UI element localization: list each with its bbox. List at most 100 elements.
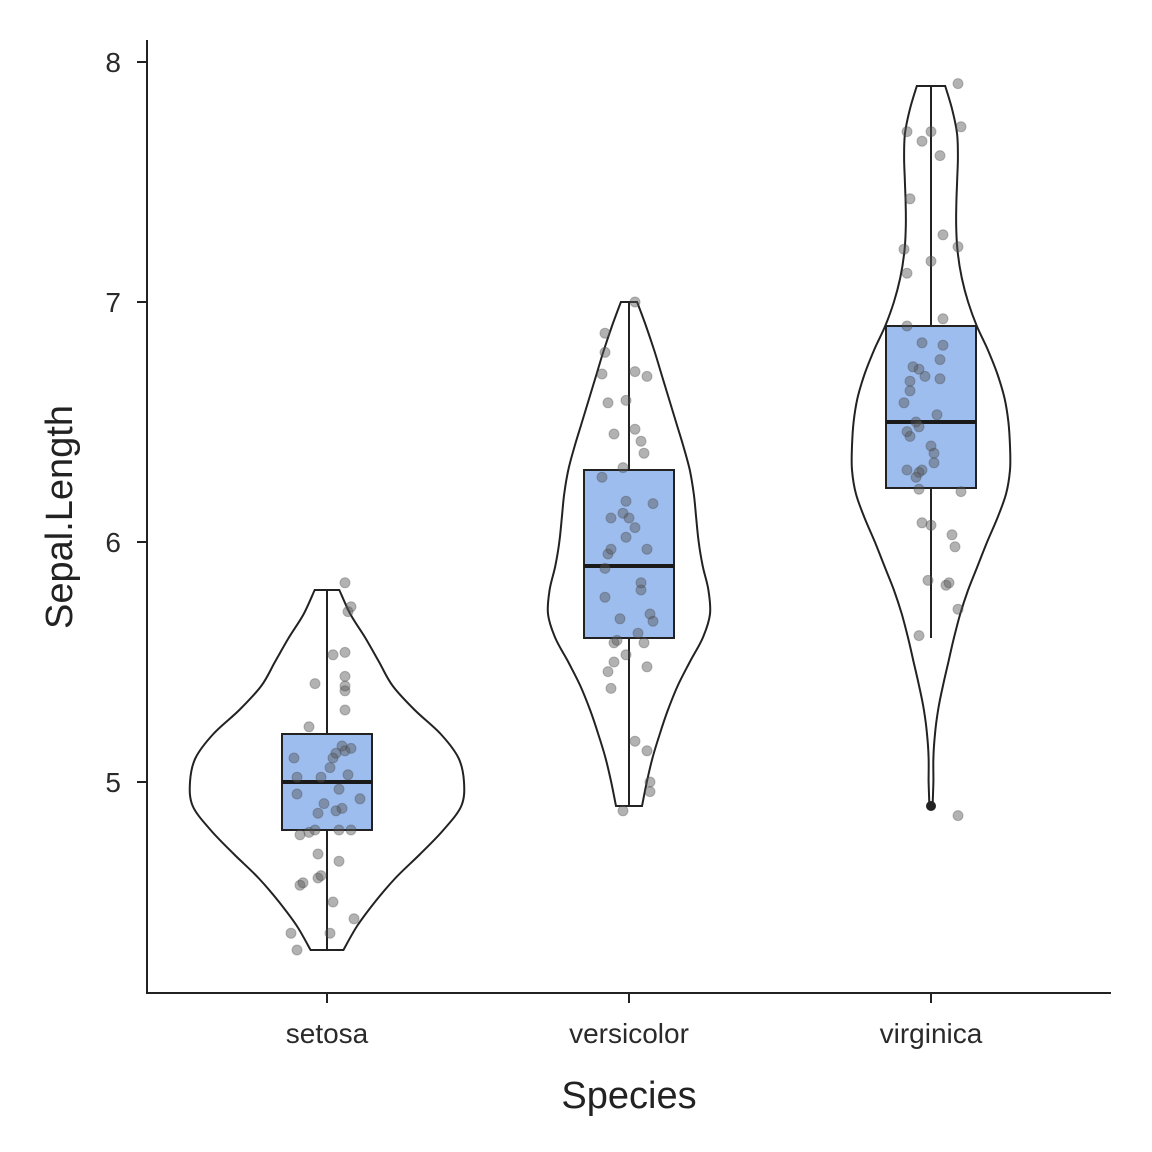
jitter-point xyxy=(638,637,650,649)
jitter-point xyxy=(291,788,303,800)
jitter-point xyxy=(904,385,916,397)
jitter-point xyxy=(946,529,958,541)
x-tick-label-virginica: virginica xyxy=(880,1018,983,1049)
jitter-point xyxy=(608,656,620,668)
y-tick-label: 8 xyxy=(105,47,121,78)
jitter-point xyxy=(324,927,336,939)
jitter-point xyxy=(333,824,345,836)
jitter-point xyxy=(955,486,967,498)
y-axis-title: Sepal.Length xyxy=(39,405,81,629)
jitter-point xyxy=(913,483,925,495)
jitter-point xyxy=(898,397,910,409)
jitter-point xyxy=(629,735,641,747)
jitter-point xyxy=(937,313,949,325)
jitter-point xyxy=(312,807,324,819)
jitter-point xyxy=(943,577,955,589)
jitter-point xyxy=(641,745,653,757)
jitter-point xyxy=(339,704,351,716)
jitter-point xyxy=(297,877,309,889)
jitter-point xyxy=(928,457,940,469)
jitter-point xyxy=(605,543,617,555)
jitter-point xyxy=(949,541,961,553)
jitter-point xyxy=(919,370,931,382)
jitter-point xyxy=(901,320,913,332)
jitter-point xyxy=(913,630,925,642)
jitter-point xyxy=(285,927,297,939)
box-versicolor xyxy=(583,469,675,639)
jitter-point xyxy=(614,613,626,625)
jitter-point xyxy=(916,337,928,349)
jitter-point xyxy=(925,255,937,267)
jitter-point xyxy=(955,121,967,133)
jitter-point xyxy=(602,666,614,678)
jitter-point xyxy=(345,742,357,754)
x-tick-label-versicolor: versicolor xyxy=(569,1018,689,1049)
jitter-point xyxy=(644,608,656,620)
jitter-point xyxy=(309,678,321,690)
jitter-point xyxy=(617,507,629,519)
jitter-point xyxy=(303,721,315,733)
jitter-point xyxy=(327,896,339,908)
jitter-point xyxy=(596,471,608,483)
jitter-point xyxy=(602,397,614,409)
jitter-point xyxy=(599,346,611,358)
y-tick-label: 7 xyxy=(105,287,121,318)
jitter-point xyxy=(925,519,937,531)
jitter-point xyxy=(312,848,324,860)
jitter-point xyxy=(336,740,348,752)
violin-versicolor xyxy=(546,301,712,807)
jitter-point xyxy=(333,783,345,795)
x-axis-title: Species xyxy=(561,1075,696,1117)
jitter-point xyxy=(632,627,644,639)
jitter-point xyxy=(916,135,928,147)
jitter-point xyxy=(342,606,354,618)
jitter-point xyxy=(647,498,659,510)
jitter-point xyxy=(647,615,659,627)
jitter-point xyxy=(913,466,925,478)
jitter-point xyxy=(934,354,946,366)
jitter-point xyxy=(327,752,339,764)
jitter-point xyxy=(294,829,306,841)
jitter-point xyxy=(937,229,949,241)
jitter-point xyxy=(913,421,925,433)
jitter-point xyxy=(910,471,922,483)
jitter-point xyxy=(937,339,949,351)
jitter-point xyxy=(330,747,342,759)
group-virginica xyxy=(850,78,1012,822)
jitter-point xyxy=(901,126,913,138)
jitter-point xyxy=(629,366,641,378)
jitter-point xyxy=(901,267,913,279)
jitter-point xyxy=(339,646,351,658)
jitter-point xyxy=(910,416,922,428)
jitter-point xyxy=(315,771,327,783)
jitter-point xyxy=(952,810,964,822)
jitter-point xyxy=(629,522,641,534)
jitter-point xyxy=(952,603,964,615)
jitter-point xyxy=(623,512,635,524)
jitter-point xyxy=(620,649,632,661)
jitter-point xyxy=(620,495,632,507)
jitter-point xyxy=(952,78,964,90)
jitter-point xyxy=(294,879,306,891)
jitter-point xyxy=(620,394,632,406)
jitter-point xyxy=(925,440,937,452)
jitter-point xyxy=(291,771,303,783)
outlier-point xyxy=(926,801,936,811)
jitter-point xyxy=(345,824,357,836)
jitter-point xyxy=(904,193,916,205)
jitter-point xyxy=(629,296,641,308)
jitter-point xyxy=(904,375,916,387)
jitter-point xyxy=(336,802,348,814)
jitter-point xyxy=(641,370,653,382)
jitter-point xyxy=(620,531,632,543)
jitter-point xyxy=(931,409,943,421)
jitter-point xyxy=(339,680,351,692)
x-ticks: setosa versicolor virginica xyxy=(286,993,983,1049)
jitter-point xyxy=(608,637,620,649)
jitter-point xyxy=(345,601,357,613)
jitter-point xyxy=(330,805,342,817)
group-setosa xyxy=(188,577,466,956)
jitter-point xyxy=(617,805,629,817)
jitter-point xyxy=(339,577,351,589)
